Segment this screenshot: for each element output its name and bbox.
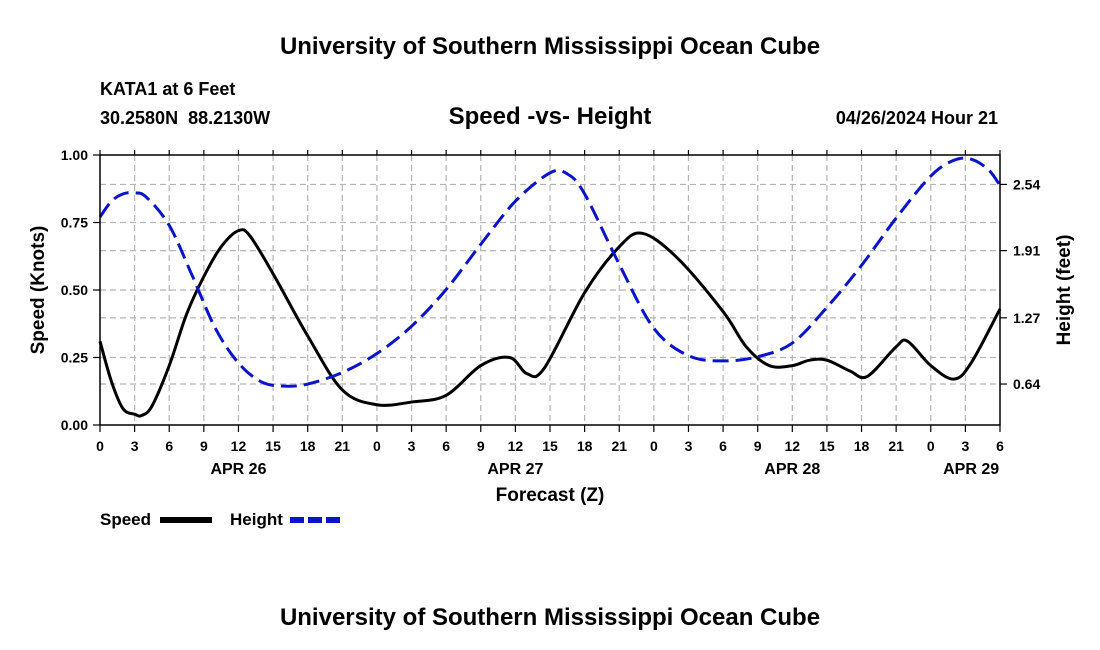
x-tick-label: 6 (442, 438, 450, 454)
grid (100, 155, 1000, 425)
coords-label: 30.2580N 88.2130W (100, 108, 270, 128)
date-label: APR 26 (210, 461, 266, 478)
x-tick-label: 9 (200, 438, 208, 454)
x-tick-label: 15 (819, 438, 835, 454)
series-layer (98, 156, 1002, 418)
x-tick-label: 18 (854, 438, 870, 454)
x-tick-label: 0 (96, 438, 104, 454)
x-tick-label: 18 (300, 438, 316, 454)
x-tick-label: 6 (165, 438, 173, 454)
date-label: APR 29 (943, 461, 999, 478)
y-axis-title: Speed (Knots) (28, 226, 49, 355)
x-tick-label: 3 (408, 438, 416, 454)
y-tick-label: 0.00 (61, 417, 88, 433)
x-tick-label: 3 (685, 438, 693, 454)
x-axis-title: Forecast (Z) (496, 485, 605, 506)
datetime-label: 04/26/2024 Hour 21 (836, 108, 998, 128)
x-tick-label: 15 (265, 438, 281, 454)
x-tick-label: 9 (754, 438, 762, 454)
legend-label-height: Height (230, 510, 283, 529)
chart-subtitle: Speed -vs- Height (449, 103, 652, 130)
series-line-height (98, 156, 1002, 388)
date-label: APR 28 (764, 461, 820, 478)
x-tick-label: 21 (611, 438, 627, 454)
axes: 0 3 6 9 12 15 18 21 0 3 6 9 12 15 18 21 0 3 6 9 12 15 18 21 0 3 6 A… (61, 147, 1041, 478)
x-tick-label: 0 (927, 438, 935, 454)
date-label: APR 27 (487, 461, 543, 478)
x-tick-label: 18 (577, 438, 593, 454)
x-tick-label: 21 (888, 438, 904, 454)
y-tick-label: 0.75 (61, 215, 88, 231)
x-tick-label: 15 (542, 438, 558, 454)
x-tick-label: 12 (785, 438, 801, 454)
x-tick-label: 21 (335, 438, 351, 454)
x-tick-label: 9 (477, 438, 485, 454)
page-title: University of Southern Mississippi Ocean… (280, 33, 820, 60)
y2-tick-label: 1.27 (1013, 310, 1040, 326)
x-tick-label: 12 (508, 438, 524, 454)
x-tick-label: 6 (996, 438, 1004, 454)
footer-title: University of Southern Mississippi Ocean… (280, 604, 820, 631)
y2-tick-label: 1.91 (1013, 243, 1040, 259)
x-tick-label: 0 (650, 438, 658, 454)
y2-axis-title: Height (feet) (1054, 235, 1075, 346)
y-tick-label: 0.25 (61, 350, 88, 366)
series-line-speed (98, 228, 1002, 418)
y2-tick-label: 2.54 (1013, 176, 1040, 192)
x-tick-label: 12 (231, 438, 247, 454)
x-tick-label: 3 (131, 438, 139, 454)
x-tick-label: 6 (719, 438, 727, 454)
x-tick-label: 0 (373, 438, 381, 454)
y-tick-label: 1.00 (61, 147, 88, 163)
y2-tick-label: 0.64 (1013, 376, 1040, 392)
y-tick-label: 0.50 (61, 282, 88, 298)
legend-label-speed: Speed (100, 510, 151, 529)
x-tick-label: 3 (961, 438, 969, 454)
legend: Speed Height (100, 510, 342, 529)
station-label: KATA1 at 6 Feet (100, 79, 235, 99)
